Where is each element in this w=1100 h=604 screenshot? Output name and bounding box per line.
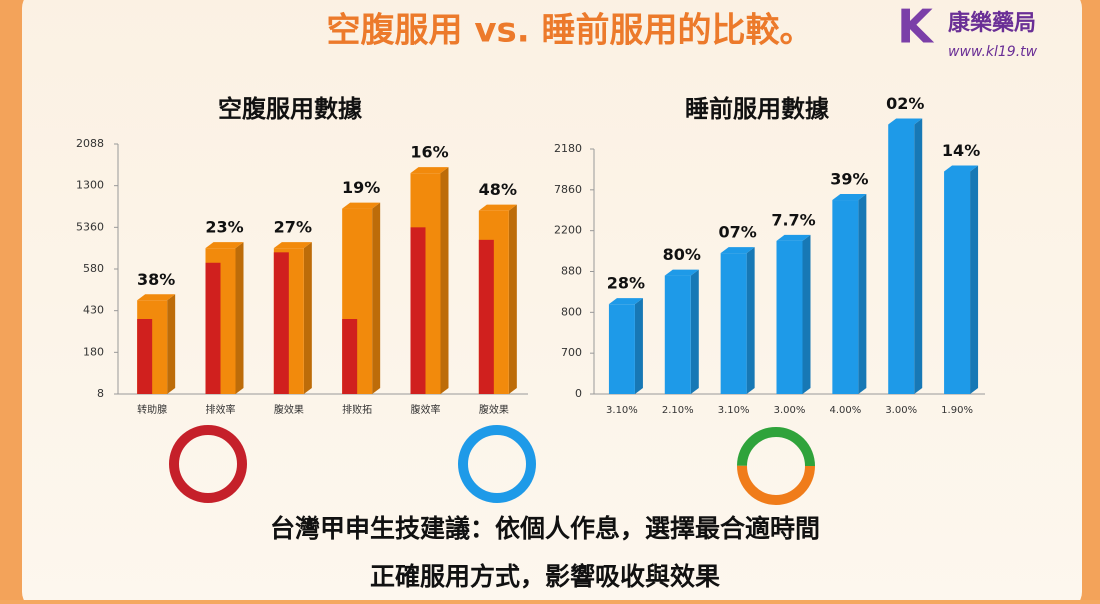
bar-top (888, 118, 923, 125)
bar-top (832, 194, 867, 201)
x-tick-label: 3.00% (885, 405, 917, 416)
bar (478, 239, 494, 394)
bar (410, 227, 426, 394)
bar (608, 304, 635, 394)
bar-label: 27% (274, 218, 312, 237)
y-tick-label: 2200 (554, 224, 582, 237)
logo-url: www.kl19.tw (948, 44, 1038, 60)
bar-side (634, 298, 643, 394)
bar-top (410, 167, 449, 174)
y-tick-label: 880 (561, 265, 582, 278)
x-tick-label: 3.10% (718, 405, 750, 416)
bar-top (478, 204, 517, 211)
bar (832, 200, 859, 394)
bar (137, 319, 153, 394)
x-tick-label: 3.10% (606, 405, 638, 416)
bar-label: 28% (607, 274, 645, 293)
logo-name: 康樂藥局 (948, 10, 1036, 36)
x-tick-label: 转助腺 (137, 403, 167, 416)
logo: K 康樂藥局 www.kl19.tw (897, 0, 1037, 60)
ring (169, 425, 247, 503)
bar (888, 124, 915, 394)
bar (342, 319, 358, 394)
bar (944, 171, 971, 394)
page-title: 空腹服用 vs. 睡前服用的比較。 (327, 11, 814, 51)
bar (664, 275, 691, 394)
bar-top (205, 242, 244, 249)
bar (720, 253, 747, 394)
x-tick-label: 2.10% (662, 405, 694, 416)
x-tick-label: 排效率 (206, 403, 236, 416)
y-tick-label: 800 (561, 305, 582, 318)
bar-label: 38% (137, 270, 175, 289)
bar-label: 14% (942, 141, 980, 160)
bar-side (970, 165, 979, 394)
bar-label: 80% (663, 245, 701, 264)
bar (273, 252, 289, 394)
bar-label: 19% (342, 178, 380, 197)
bar-top (608, 298, 643, 305)
bar-top (137, 294, 176, 301)
y-tick-label: 0 (575, 387, 582, 400)
bar-side (746, 247, 755, 394)
bar-top (664, 269, 699, 276)
y-tick-label: 700 (561, 346, 582, 359)
y-tick-label: 180 (83, 345, 104, 358)
bar-side (372, 202, 381, 394)
ring (737, 427, 815, 505)
y-tick-label: 7860 (554, 183, 582, 196)
bar-top (720, 247, 755, 254)
x-tick-label: 3.00% (774, 405, 806, 416)
y-tick-label: 5360 (76, 220, 104, 233)
bar-label: 39% (830, 170, 868, 189)
bar-label: 23% (205, 218, 243, 237)
bar-top (776, 234, 811, 241)
bar-side (802, 234, 811, 394)
bar (776, 240, 803, 394)
bar-side (690, 269, 699, 394)
bar-label: 07% (718, 223, 756, 242)
footer-line: 正確服用方式，影響吸收與效果 (370, 562, 720, 591)
chart-title: 空腹服用數據 (218, 95, 363, 123)
bar-label: 48% (479, 180, 517, 199)
bar-top (944, 165, 979, 172)
bar-side (235, 242, 244, 394)
chart-title: 睡前服用數據 (685, 95, 830, 123)
footer-line: 台灣甲申生技建議：依個人作息，選擇最合適時間 (270, 514, 820, 543)
bar-top (342, 202, 381, 209)
bar-side (914, 118, 923, 394)
bar-side (508, 204, 517, 394)
x-tick-label: 1.90% (941, 405, 973, 416)
rings (169, 425, 815, 505)
ring (458, 425, 536, 503)
y-tick-label: 2180 (554, 142, 582, 155)
bar-side (167, 294, 176, 394)
x-tick-label: 腹效果 (479, 403, 509, 416)
bar-label: 16% (410, 143, 448, 162)
x-tick-label: 4.00% (829, 405, 861, 416)
bar (205, 262, 221, 394)
y-tick-label: 8 (97, 387, 104, 400)
y-tick-label: 2088 (76, 137, 104, 150)
x-tick-label: 排败拓 (342, 403, 372, 416)
bar-side (303, 242, 312, 394)
x-tick-label: 腹效果 (274, 403, 304, 416)
bar-side (440, 167, 449, 394)
bar-label: 02% (886, 94, 924, 113)
y-tick-label: 580 (83, 262, 104, 275)
bar-label: 7.7% (771, 210, 815, 229)
logo-mark: K (897, 0, 935, 54)
panel (22, 0, 1082, 604)
y-tick-label: 430 (83, 304, 104, 317)
x-tick-label: 腹效率 (411, 403, 441, 416)
y-tick-label: 1300 (76, 179, 104, 192)
bar-top (273, 242, 312, 249)
bar-side (858, 194, 867, 394)
